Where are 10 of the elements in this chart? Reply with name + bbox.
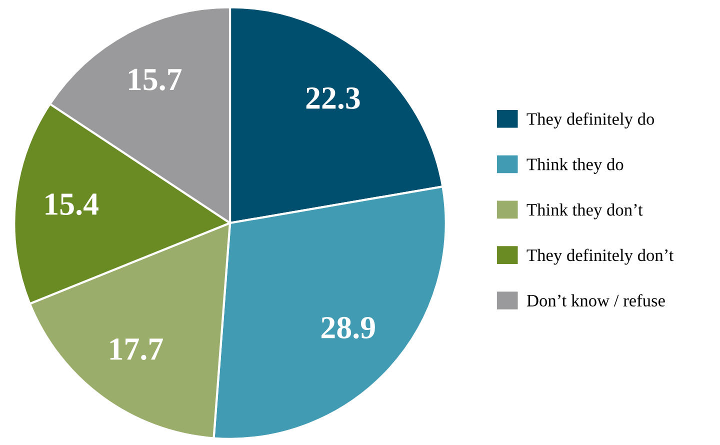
legend-label: Think they don’t — [526, 203, 643, 220]
legend-label: Think they do — [526, 158, 624, 174]
data-label: 22.3 — [306, 87, 360, 110]
data-label: 17.7 — [110, 338, 163, 360]
legend-label: They definitely do — [526, 112, 654, 128]
data-label: 28.9 — [322, 316, 375, 339]
legend-label: Don’t know / refuse — [526, 294, 665, 307]
data-label: 15.7 — [128, 68, 182, 90]
data-label: 15.4 — [46, 194, 98, 216]
legend-label: They definitely don’t — [526, 248, 674, 265]
